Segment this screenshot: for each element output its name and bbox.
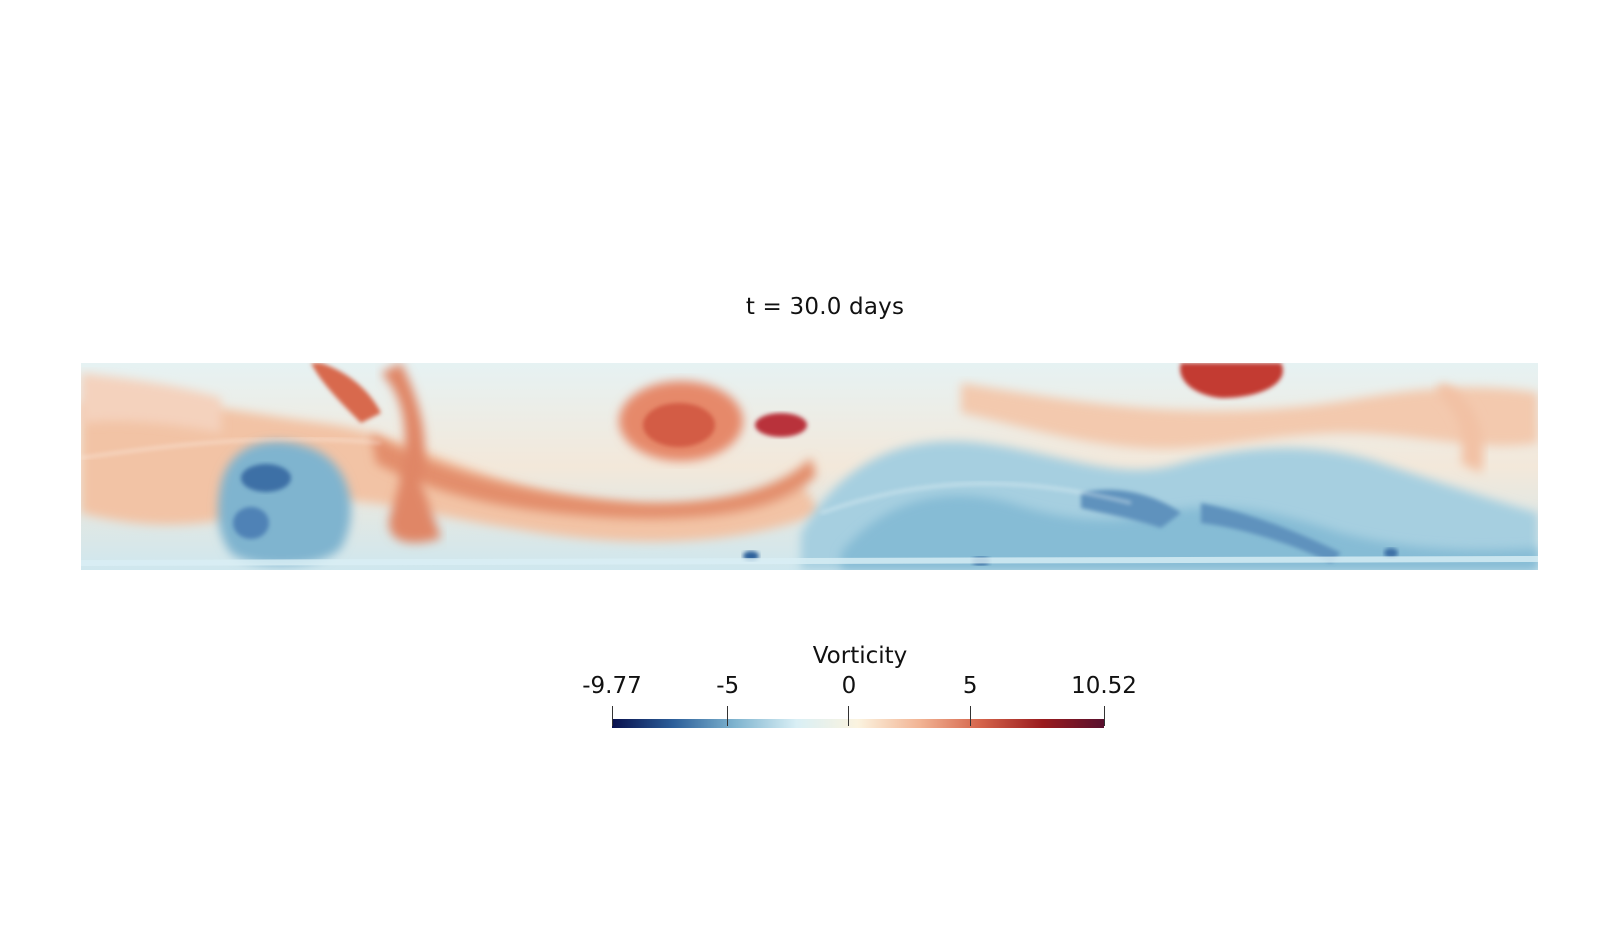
colorbar-tick-label: 10.52: [1071, 673, 1137, 699]
colorbar-tick-label: -5: [716, 673, 740, 699]
colorbar-gradient: [612, 719, 1104, 728]
colorbar-tick: [727, 706, 729, 726]
positive-streak: [371, 433, 816, 519]
colorbar-tick-label: 5: [962, 673, 978, 699]
colorbar-tick: [848, 706, 850, 726]
plot-title: t = 30.0 days: [745, 294, 905, 320]
vorticity-field: [81, 363, 1538, 570]
colorbar-tick: [969, 706, 971, 726]
colorbar-tick: [1103, 706, 1105, 726]
colorbar-tick-label: 0: [841, 673, 857, 699]
colorbar-title: Vorticity: [812, 643, 908, 669]
colorbar-tick: [611, 706, 613, 726]
positive-band-right: [961, 383, 1538, 449]
colorbar-tick-label: -9.77: [582, 673, 642, 699]
